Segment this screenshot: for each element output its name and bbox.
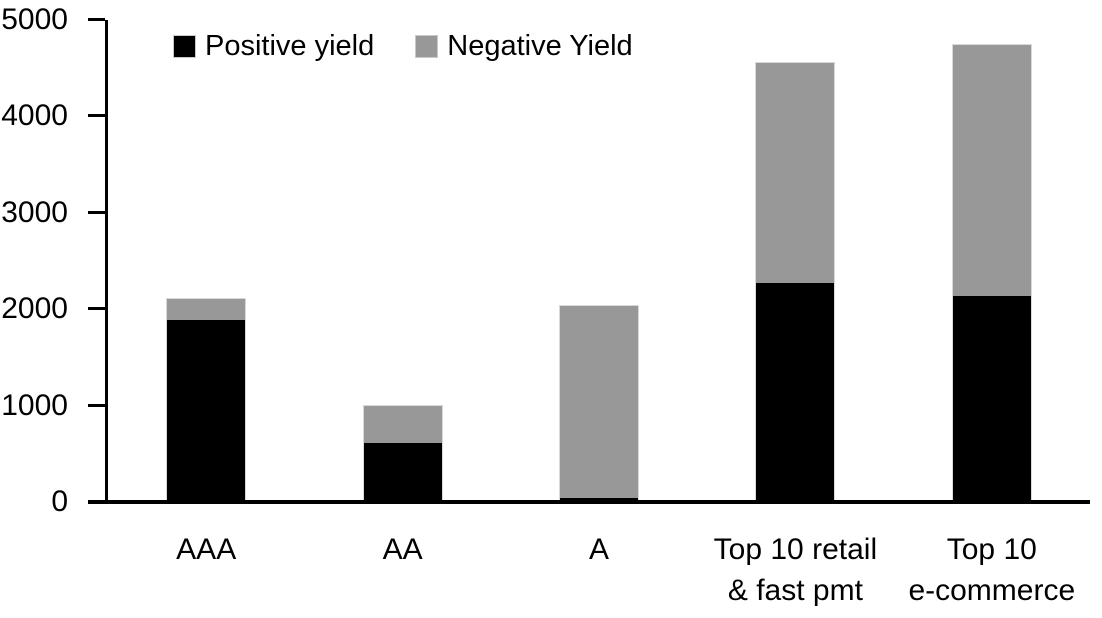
y-tick-label-4000: 4000 (1, 99, 68, 133)
positive-yield-swatch (174, 35, 195, 57)
legend-label-positive-yield: Positive yield (205, 30, 375, 62)
legend-item-negative-yield: Negative Yield (416, 30, 633, 62)
bar-aa-negative-yield-segment (363, 405, 442, 443)
y-tick-label-2000: 2000 (1, 292, 68, 326)
bar-top-10-e-commerce (952, 45, 1031, 502)
x-category-label-a: A (588, 533, 609, 566)
y-tick-label-0: 0 (51, 485, 68, 518)
bar-top-10-retail-fast-pmt-positive-yield-segment (756, 283, 835, 502)
x-category-label-top-10-e-commerce: Top 10 e-commerce (908, 533, 1076, 607)
bar-a (560, 306, 638, 502)
y-tick-mark-5000 (88, 18, 105, 21)
bar-top-10-e-commerce-negative-yield-segment (952, 45, 1031, 296)
y-tick-mark-2000 (88, 307, 105, 311)
bar-aaa-positive-yield-segment (167, 319, 246, 502)
legend-item-positive-yield: Positive yield (174, 30, 374, 62)
x-axis-line (88, 500, 1090, 504)
bar-aa-positive-yield-segment (363, 442, 442, 502)
y-axis-line (105, 20, 108, 504)
bar-top-10-retail-fast-pmt-negative-yield-segment (756, 63, 835, 284)
y-tick-mark-4000 (88, 114, 105, 118)
bar-top-10-e-commerce-positive-yield-segment (952, 295, 1031, 502)
legend: Positive yield Negative Yield (174, 30, 633, 62)
bar-a-positive-yield-segment (560, 497, 638, 502)
negative-yield-swatch (416, 35, 438, 57)
x-category-label-top-10-retail-fast-pmt: Top 10 retail & fast pmt (713, 533, 878, 607)
x-category-label-aaa: AAA (176, 533, 237, 566)
legend-label-negative-yield: Negative Yield (447, 30, 633, 62)
y-tick-label-1000: 1000 (1, 388, 68, 422)
bar-a-negative-yield-segment (560, 306, 638, 498)
x-category-label-aa: AA (382, 533, 423, 566)
y-tick-mark-1000 (88, 403, 105, 407)
bar-aaa-negative-yield-segment (167, 298, 246, 320)
bar-top-10-retail-fast-pmt (756, 63, 835, 502)
y-tick-mark-3000 (88, 210, 105, 214)
bar-aaa (167, 298, 246, 502)
y-tick-label-5000: 5000 (1, 3, 68, 36)
y-tick-label-3000: 3000 (1, 195, 68, 229)
bar-aa (363, 405, 442, 502)
